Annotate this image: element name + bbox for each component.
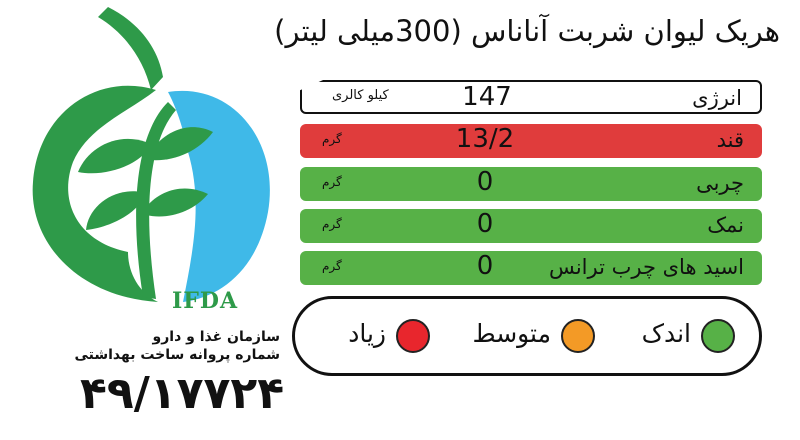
row-trans-fat: اسید های چرب ترانس 0 گرم bbox=[300, 251, 762, 285]
ifda-apple-logo-icon bbox=[32, 7, 270, 302]
row-value: 0 bbox=[476, 209, 494, 239]
license-label: شماره پروانه ساخت بهداشتی bbox=[74, 347, 280, 363]
row-name: نمک bbox=[707, 213, 744, 237]
row-name: چربی bbox=[696, 171, 744, 195]
orange-circle-icon bbox=[561, 319, 595, 353]
legend-label: زیاد bbox=[348, 319, 386, 348]
row-unit: گرم bbox=[322, 175, 342, 189]
row-fat: چربی 0 گرم bbox=[300, 167, 762, 201]
organization-info: سازمان غذا و دارو شماره پروانه ساخت بهدا… bbox=[40, 328, 280, 364]
row-value: 0 bbox=[476, 167, 494, 197]
row-value: 147 bbox=[462, 82, 512, 112]
legend-low: اندک bbox=[613, 319, 735, 355]
row-salt: نمک 0 گرم bbox=[300, 209, 762, 243]
row-unit: گرم bbox=[322, 132, 342, 146]
row-name: قند bbox=[716, 128, 744, 152]
legend-label: متوسط bbox=[472, 319, 551, 348]
row-value: 0 bbox=[476, 251, 494, 281]
row-unit: کیلو کالری bbox=[332, 88, 389, 103]
label-title: هریک لیوان شربت آناناس (300میلی لیتر) bbox=[274, 14, 780, 48]
row-sugar: قند 13/2 گرم bbox=[300, 124, 762, 158]
row-name: انرژی bbox=[692, 86, 742, 110]
organization-name: سازمان غذا و دارو bbox=[152, 329, 280, 345]
row-name: اسید های چرب ترانس bbox=[549, 255, 744, 279]
red-circle-icon bbox=[396, 319, 430, 353]
row-unit: گرم bbox=[322, 217, 342, 231]
traffic-light-legend: زیاد متوسط اندک bbox=[292, 296, 762, 376]
row-value: 13/2 bbox=[455, 124, 515, 154]
row-energy: انرژی 147 کیلو کالری bbox=[300, 80, 762, 114]
legend-high: زیاد bbox=[320, 319, 430, 355]
legend-medium: متوسط bbox=[455, 319, 595, 355]
green-circle-icon bbox=[701, 319, 735, 353]
logo-text: IFDA bbox=[171, 288, 239, 314]
legend-label: اندک bbox=[641, 319, 691, 348]
license-number: ۴۹/۱۷۷۲۴ bbox=[80, 368, 285, 419]
row-unit: گرم bbox=[322, 259, 342, 273]
